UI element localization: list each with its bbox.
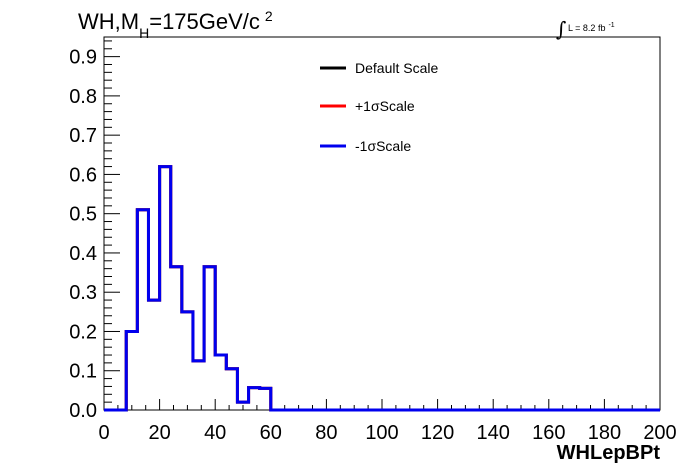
x-tick-label: 180 xyxy=(588,422,621,444)
legend-label-plus1sigma: +1σScale xyxy=(355,98,415,114)
series-minus1sigma-line xyxy=(104,165,660,412)
title-superscript: 2 xyxy=(265,8,273,24)
y-tick-label: 0.1 xyxy=(69,361,97,383)
x-tick-label: 60 xyxy=(260,422,282,444)
y-tick-label: 0.7 xyxy=(69,125,97,147)
luminosity-superscript: -1 xyxy=(608,22,614,29)
x-tick-label: 160 xyxy=(532,422,565,444)
legend-label-default: Default Scale xyxy=(355,60,438,76)
x-tick-label: 140 xyxy=(477,422,510,444)
y-tick-label: 0.2 xyxy=(69,321,97,343)
series-layer xyxy=(104,165,660,412)
y-tick-label: 0.3 xyxy=(69,282,97,304)
integral-symbol: ∫ xyxy=(556,17,566,41)
legend-label-minus1sigma: -1σScale xyxy=(355,138,411,154)
title-rest: =175GeV/c xyxy=(149,9,260,34)
luminosity-label: L = 8.2 fb -1 xyxy=(568,22,615,33)
x-tick-label: 80 xyxy=(315,422,337,444)
luminosity-text: L = 8.2 fb xyxy=(568,23,605,33)
series-plus1sigma-line xyxy=(104,165,660,412)
axes: 0 20 40 60 80 100 120 140 160 180 200 0.0 0.1 0.2 0.3 0… xyxy=(69,40,677,444)
y-tick-label: 0.9 xyxy=(69,47,97,69)
title-main: WH,M xyxy=(78,9,139,34)
plot-frame xyxy=(103,36,661,411)
chart-title: WH,MH=175GeV/c 2 xyxy=(78,8,273,41)
x-axis-title: WHLepBPt xyxy=(557,442,661,464)
y-tick-label: 0.5 xyxy=(69,204,97,226)
x-tick-label: 40 xyxy=(204,422,226,444)
y-tick-label: 0.4 xyxy=(69,243,97,265)
x-tick-label: 20 xyxy=(148,422,170,444)
y-tick-label: 0.0 xyxy=(69,400,97,422)
y-tick-label: 0.6 xyxy=(69,164,97,186)
legend: Default Scale +1σScale -1σScale xyxy=(320,60,438,154)
title-subscript: H xyxy=(139,25,149,41)
x-tick-label: 120 xyxy=(421,422,454,444)
x-tick-label: 0 xyxy=(98,422,109,444)
y-tick-label: 0.8 xyxy=(69,86,97,108)
series-default-scale-line xyxy=(104,165,660,412)
x-tick-label: 200 xyxy=(643,422,676,444)
x-tick-label: 100 xyxy=(365,422,398,444)
